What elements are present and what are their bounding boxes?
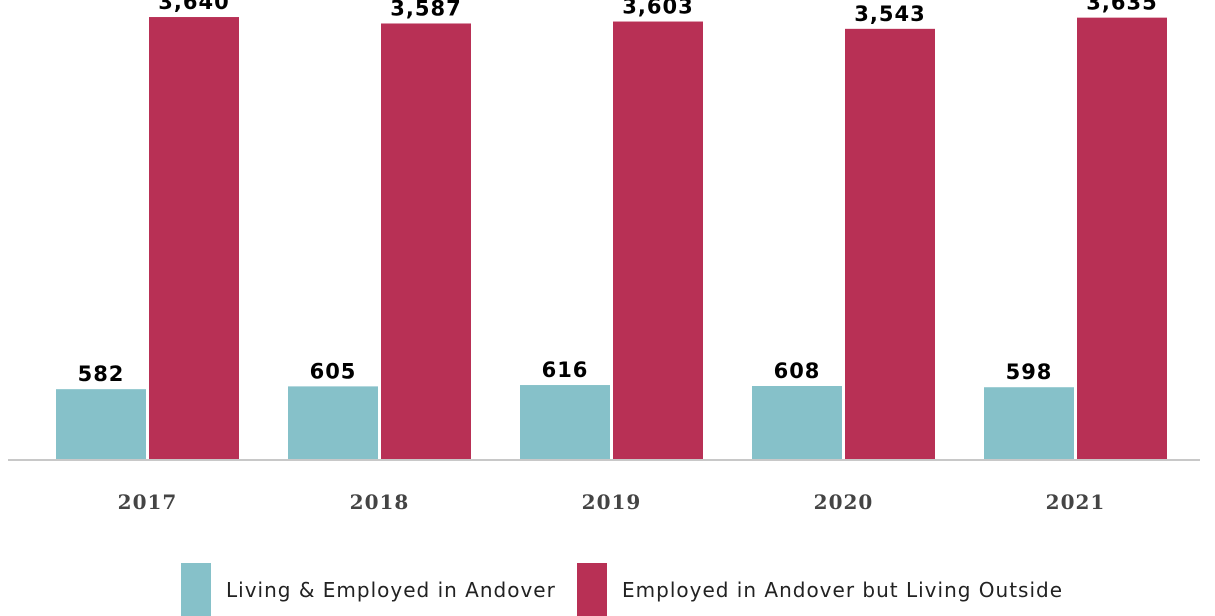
- legend-swatch-living-employed: [181, 563, 211, 616]
- value-label-living-employed-2019: 616: [542, 358, 589, 382]
- category-label-2017: 2017: [118, 490, 178, 514]
- value-label-employed-outside-2020: 3,543: [854, 2, 925, 26]
- bar-employed-outside-2020: [845, 28, 935, 460]
- category-label-2021: 2021: [1046, 490, 1106, 514]
- bar-living-employed-2021: [984, 387, 1074, 460]
- bar-living-employed-2020: [752, 386, 842, 460]
- value-labels-group: 582 3,640 605 3,587 616 3,603 608 3,543 598 3,635: [78, 0, 1157, 386]
- value-label-living-employed-2020: 608: [774, 359, 821, 383]
- value-label-employed-outside-2019: 3,603: [622, 0, 693, 19]
- value-label-employed-outside-2017: 3,640: [158, 0, 229, 14]
- category-label-2019: 2019: [582, 490, 642, 514]
- bars-group: [56, 17, 1167, 461]
- bar-living-employed-2019: [520, 385, 610, 460]
- bar-living-employed-2017: [56, 389, 146, 460]
- legend-swatch-employed-outside: [577, 563, 607, 616]
- legend-label-living-employed: Living & Employed in Andover: [226, 578, 556, 602]
- bar-employed-outside-2017: [149, 17, 239, 460]
- value-label-employed-outside-2018: 3,587: [390, 0, 461, 20]
- category-labels-group: 2017 2018 2019 2020 2021: [118, 490, 1106, 514]
- bar-employed-outside-2021: [1077, 17, 1167, 460]
- value-label-employed-outside-2021: 3,635: [1086, 0, 1157, 15]
- value-label-living-employed-2018: 605: [310, 359, 357, 383]
- legend-label-employed-outside: Employed in Andover but Living Outside: [622, 578, 1063, 602]
- bar-living-employed-2018: [288, 386, 378, 460]
- value-label-living-employed-2021: 598: [1006, 360, 1053, 384]
- category-label-2018: 2018: [350, 490, 410, 514]
- legend: Living & Employed in Andover Employed in…: [181, 563, 1063, 616]
- bar-employed-outside-2019: [613, 21, 703, 461]
- category-label-2020: 2020: [814, 490, 874, 514]
- value-label-living-employed-2017: 582: [78, 362, 125, 386]
- bar-employed-outside-2018: [381, 23, 471, 460]
